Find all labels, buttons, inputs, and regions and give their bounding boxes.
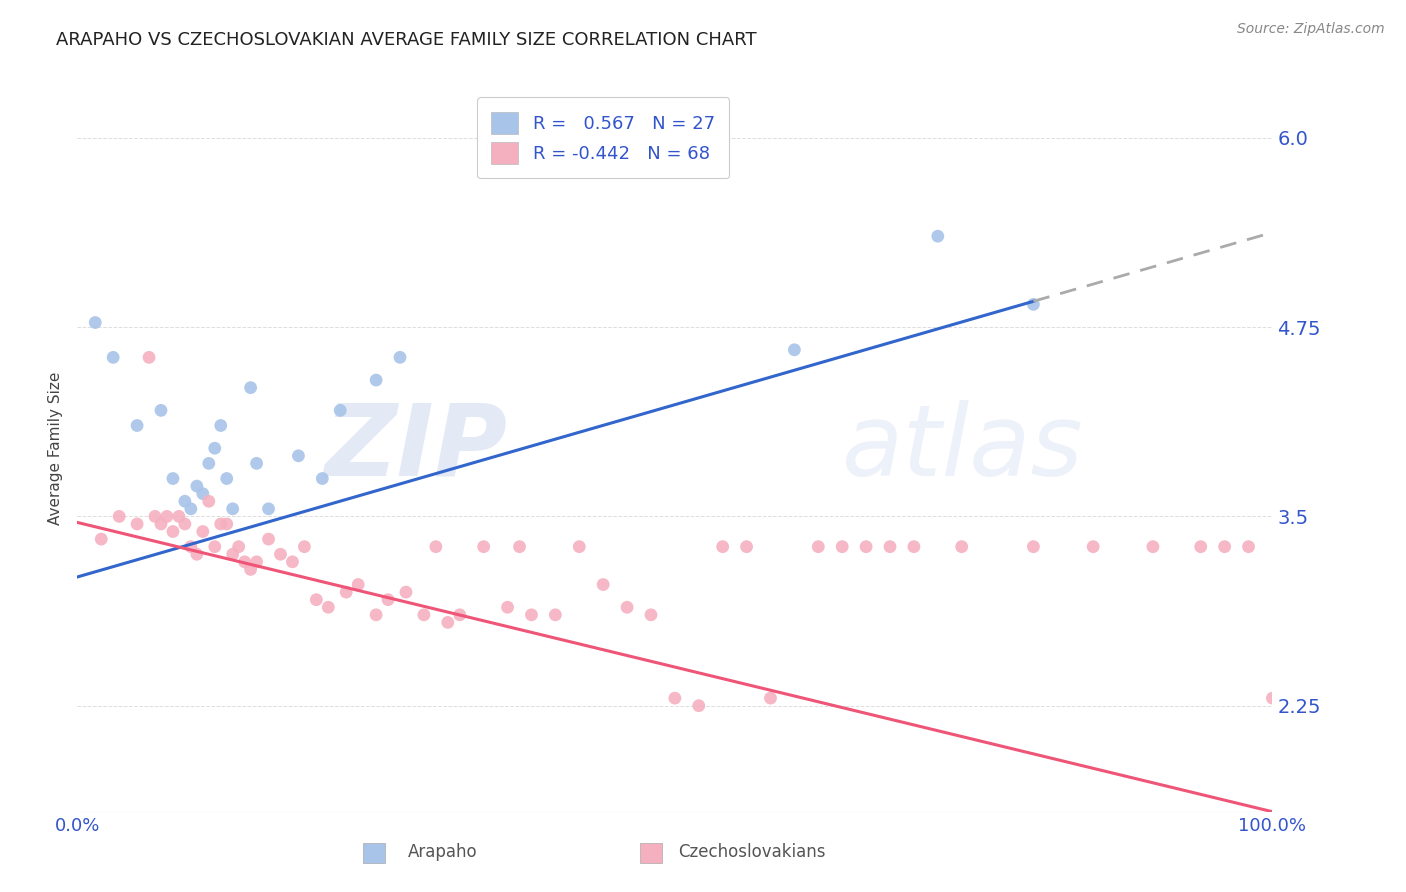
Point	[449, 607, 471, 622]
Point	[640, 607, 662, 622]
Point	[855, 540, 877, 554]
Point	[1237, 540, 1260, 554]
Point	[174, 494, 197, 508]
Point	[520, 607, 543, 622]
Point	[616, 600, 638, 615]
Point	[204, 540, 226, 554]
Point	[233, 555, 256, 569]
Point	[162, 524, 184, 539]
Point	[413, 607, 436, 622]
Point	[215, 471, 238, 485]
Point	[437, 615, 460, 630]
Point	[1213, 540, 1236, 554]
Point	[103, 351, 124, 365]
Point	[186, 547, 208, 561]
Point	[544, 607, 567, 622]
Point	[1142, 540, 1164, 554]
Point	[711, 540, 734, 554]
Point	[180, 540, 202, 554]
Text: Arapaho: Arapaho	[408, 843, 478, 861]
Point	[807, 540, 830, 554]
Point	[174, 516, 197, 531]
Point	[879, 540, 901, 554]
Point	[191, 486, 214, 500]
Point	[180, 501, 202, 516]
Point	[688, 698, 710, 713]
Point	[204, 441, 226, 455]
Point	[162, 471, 184, 485]
Point	[84, 316, 107, 330]
Point	[246, 456, 269, 470]
Point	[759, 691, 782, 706]
Text: ZIP: ZIP	[325, 400, 508, 497]
Point	[329, 403, 352, 417]
Point	[347, 577, 370, 591]
Point	[568, 540, 591, 554]
Point	[950, 540, 973, 554]
Point	[592, 577, 614, 591]
Point	[246, 555, 269, 569]
Point	[366, 607, 388, 622]
Point	[509, 540, 531, 554]
Point	[903, 540, 925, 554]
Text: atlas: atlas	[842, 400, 1084, 497]
Point	[335, 585, 357, 599]
Point	[228, 540, 250, 554]
Point	[281, 555, 304, 569]
Point	[377, 592, 399, 607]
Point	[388, 351, 412, 365]
Point	[197, 456, 219, 470]
Point	[257, 532, 280, 546]
Point	[239, 562, 262, 576]
Text: ARAPAHO VS CZECHOSLOVAKIAN AVERAGE FAMILY SIZE CORRELATION CHART: ARAPAHO VS CZECHOSLOVAKIAN AVERAGE FAMIL…	[56, 31, 756, 49]
Point	[305, 592, 328, 607]
Point	[1022, 540, 1045, 554]
Legend: R =   0.567   N = 27, R = -0.442   N = 68: R = 0.567 N = 27, R = -0.442 N = 68	[477, 97, 730, 178]
Text: Source: ZipAtlas.com: Source: ZipAtlas.com	[1237, 22, 1385, 37]
Point	[127, 516, 149, 531]
Point	[783, 343, 806, 357]
Point	[90, 532, 112, 546]
Point	[1189, 540, 1212, 554]
Point	[150, 403, 173, 417]
Point	[496, 600, 519, 615]
Point	[138, 351, 160, 365]
Point	[167, 509, 190, 524]
Point	[318, 600, 340, 615]
Point	[927, 229, 949, 244]
Point	[472, 540, 495, 554]
Point	[664, 691, 686, 706]
Point	[215, 516, 238, 531]
Point	[311, 471, 333, 485]
Point	[186, 479, 208, 493]
Point	[1261, 691, 1284, 706]
Point	[127, 418, 149, 433]
Point	[270, 547, 292, 561]
Text: Czechoslovakians: Czechoslovakians	[679, 843, 825, 861]
Point	[209, 516, 232, 531]
Point	[143, 509, 166, 524]
Point	[1083, 540, 1105, 554]
Point	[831, 540, 853, 554]
Point	[156, 509, 179, 524]
Point	[191, 524, 214, 539]
Point	[108, 509, 131, 524]
Point	[287, 449, 309, 463]
Y-axis label: Average Family Size: Average Family Size	[48, 372, 63, 524]
Point	[735, 540, 758, 554]
Point	[395, 585, 418, 599]
Point	[257, 501, 280, 516]
Point	[197, 494, 219, 508]
Point	[239, 381, 262, 395]
Point	[150, 516, 173, 531]
Point	[222, 547, 245, 561]
Point	[209, 418, 232, 433]
Point	[294, 540, 316, 554]
Point	[366, 373, 388, 387]
Point	[222, 501, 245, 516]
Point	[425, 540, 447, 554]
Point	[1022, 297, 1045, 311]
